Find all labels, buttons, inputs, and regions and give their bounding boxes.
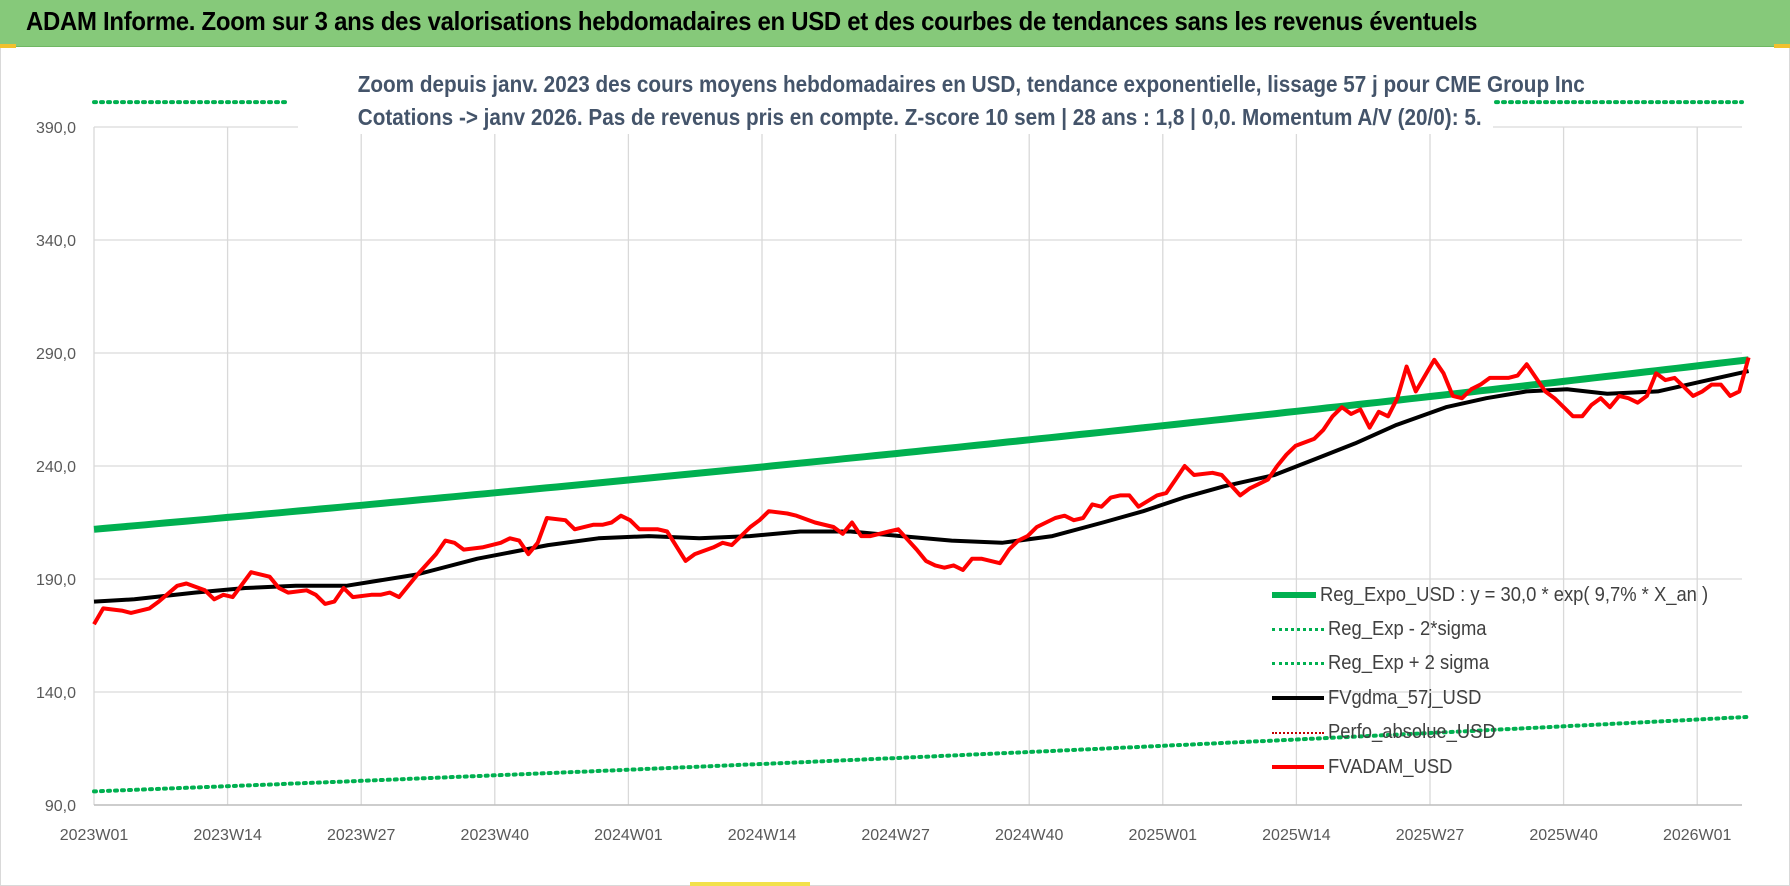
x-tick-label: 2024W27 <box>861 827 930 844</box>
y-tick-label: 290,0 <box>36 346 76 363</box>
legend-label-perfo: Perfo_absolue_USD <box>1328 721 1496 744</box>
x-tick-label: 2023W14 <box>193 827 262 844</box>
x-tick-label: 2024W01 <box>594 827 663 844</box>
series-fvadam-usd <box>92 356 1751 626</box>
x-tick-label: 2025W40 <box>1529 827 1598 844</box>
legend-item-reg-minus: Reg_Exp - 2*sigma <box>1272 612 1742 646</box>
y-tick-label: 190,0 <box>36 572 76 589</box>
legend-swatch-reg-plus <box>1272 662 1324 666</box>
legend-label-reg-plus: Reg_Exp + 2 sigma <box>1328 652 1490 675</box>
chart-legend: Reg_Expo_USD : y = 30,0 * exp( 9,7% * X_… <box>1272 578 1742 784</box>
legend-item-fvadam: FVADAM_USD <box>1272 750 1742 784</box>
legend-swatch-reg-minus <box>1272 628 1324 632</box>
legend-item-reg-expo: Reg_Expo_USD : y = 30,0 * exp( 9,7% * X_… <box>1272 578 1742 612</box>
legend-swatch-gdma <box>1272 696 1324 701</box>
chart-title-line2: Cotations -> janv 2026. Pas de revenus p… <box>357 104 1482 130</box>
legend-swatch-fvadam <box>1272 765 1324 770</box>
x-tick-label: 2023W27 <box>327 827 396 844</box>
y-tick-label: 140,0 <box>36 685 76 702</box>
y-tick-label: 90,0 <box>45 798 76 815</box>
chart-title-line1: Zoom depuis janv. 2023 des cours moyens … <box>357 71 1585 97</box>
chart-title: Zoom depuis janv. 2023 des cours moyens … <box>298 68 1585 134</box>
legend-label-fvadam: FVADAM_USD <box>1328 755 1453 778</box>
y-tick-label: 390,0 <box>36 120 76 137</box>
x-tick-label: 2023W01 <box>60 827 129 844</box>
legend-label-gdma: FVgdma_57j_USD <box>1328 686 1482 709</box>
report-title: ADAM Informe. Zoom sur 3 ans des valoris… <box>26 6 1478 36</box>
corner-accent-left <box>0 44 16 48</box>
y-tick-label: 340,0 <box>36 233 76 250</box>
legend-item-perfo: Perfo_absolue_USD <box>1272 716 1742 750</box>
series-fvgdma-57j <box>93 369 1750 604</box>
legend-swatch-reg-expo <box>1272 592 1317 599</box>
corner-accent-right <box>1774 44 1790 48</box>
x-tick-label: 2023W40 <box>461 827 530 844</box>
x-tick-label: 2024W40 <box>995 827 1064 844</box>
legend-item-reg-plus: Reg_Exp + 2 sigma <box>1272 647 1742 681</box>
legend-label-reg-expo: Reg_Expo_USD : y = 30,0 * exp( 9,7% * X_… <box>1320 583 1709 606</box>
series-reg-minus-2sigma <box>92 714 1751 794</box>
bottom-accent <box>690 882 810 886</box>
x-tick-label: 2025W01 <box>1129 827 1198 844</box>
x-tick-label: 2026W01 <box>1663 827 1732 844</box>
header-bar: ADAM Informe. Zoom sur 3 ans des valoris… <box>0 0 1790 47</box>
series-reg-expo <box>93 356 1750 533</box>
legend-swatch-perfo <box>1272 731 1324 734</box>
y-tick-label: 240,0 <box>36 459 76 476</box>
legend-item-gdma: FVgdma_57j_USD <box>1272 681 1742 715</box>
legend-label-reg-minus: Reg_Exp - 2*sigma <box>1328 618 1487 641</box>
x-tick-label: 2024W14 <box>728 827 797 844</box>
x-tick-label: 2025W14 <box>1262 827 1331 844</box>
x-tick-label: 2025W27 <box>1396 827 1465 844</box>
